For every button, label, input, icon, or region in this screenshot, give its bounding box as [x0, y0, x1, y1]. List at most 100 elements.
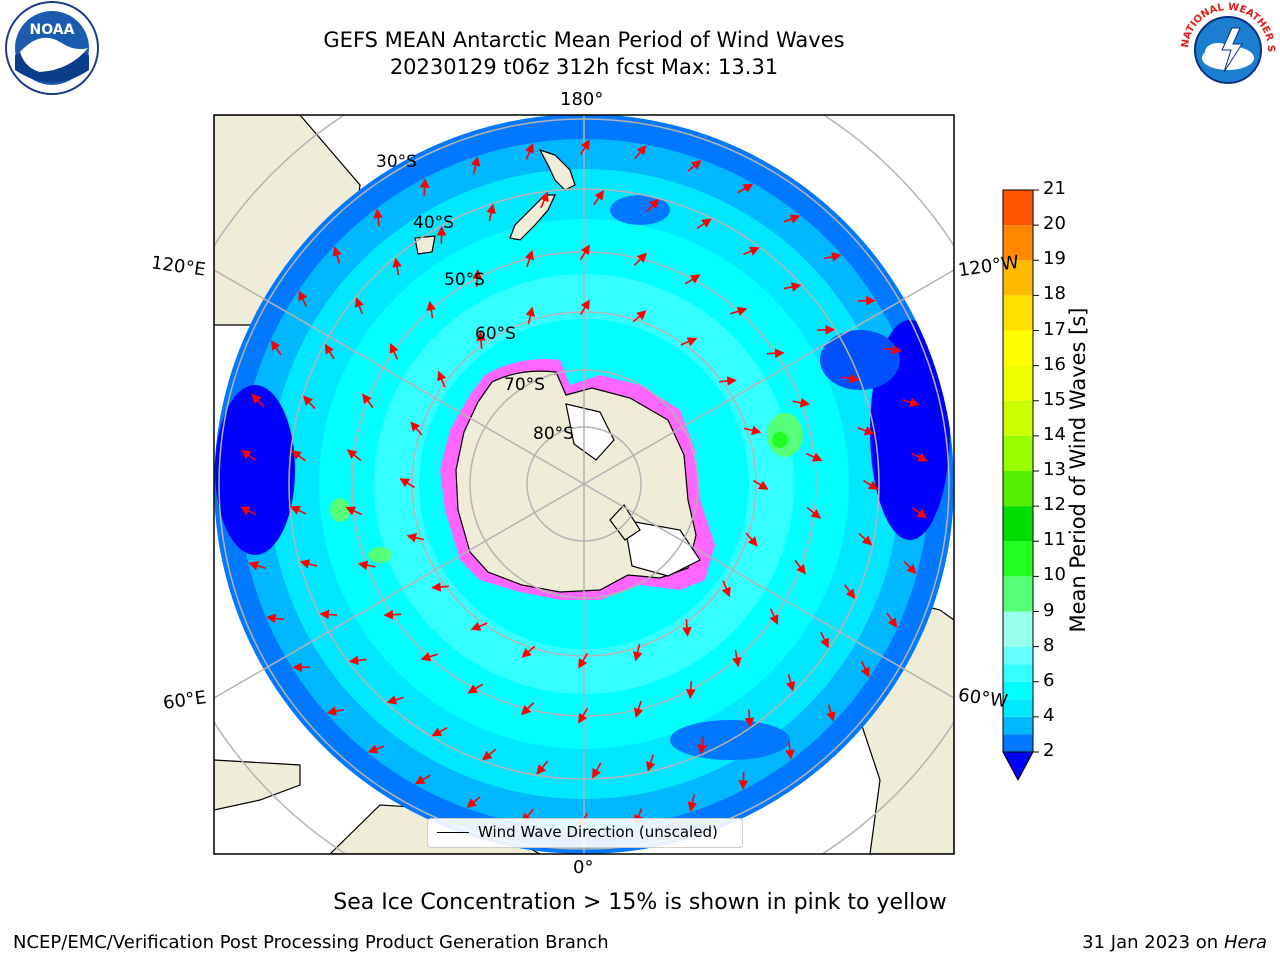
lat-label-80s: 80°S [533, 424, 574, 444]
sea-ice-note: Sea Ice Concentration > 15% is shown in … [333, 890, 947, 915]
wind-arrow [521, 645, 536, 658]
arrow-legend: Wind Wave Direction (unscaled) [427, 818, 743, 848]
wind-arrow [326, 706, 345, 716]
colorbar-tick-label: 20 [1043, 213, 1066, 235]
colorbar-bin [1003, 471, 1033, 507]
colorbar-tick-label: 16 [1043, 353, 1066, 375]
wind-arrow [472, 269, 483, 287]
wind-arrow [634, 145, 647, 160]
wind-arrow [792, 398, 811, 408]
colorbar-bin [1003, 365, 1033, 401]
wind-arrow [266, 613, 284, 624]
wind-wave-arrows [240, 139, 928, 829]
colorbar-tick-label: 21 [1043, 178, 1066, 199]
colorbar-bin [1003, 716, 1033, 735]
wind-arrow [525, 306, 535, 325]
nws-logo-icon: NATIONAL WEATHER SERVICE [1176, 0, 1276, 96]
chart-subtitle: 20230129 t06z 312h fcst Max: 13.31 [389, 55, 779, 79]
footer-host: Hera [1223, 932, 1267, 953]
wind-arrow [632, 310, 647, 323]
wind-arrow [476, 331, 486, 349]
wind-arrow [298, 290, 308, 307]
wind-arrow [633, 700, 644, 719]
colorbar-bin [1003, 506, 1033, 542]
lon-label-0: 0° [573, 857, 594, 878]
wind-arrow [719, 376, 737, 386]
wind-arrow [794, 559, 806, 575]
colorbar-title: Mean Period of Wind Waves [s] [1066, 307, 1090, 633]
wind-arrow [399, 478, 415, 489]
colorbar-tick-label: 18 [1043, 283, 1066, 305]
wind-arrow [730, 306, 748, 316]
wind-arrow [806, 507, 822, 519]
wind-arrow [579, 299, 590, 315]
wind-arrow [884, 344, 902, 355]
wind-arrow [633, 643, 643, 662]
wind-arrow [524, 249, 535, 268]
wind-arrow [324, 343, 335, 360]
wind-arrow [525, 143, 534, 160]
wind-arrow [646, 199, 660, 213]
colorbar-tick-label: 10 [1043, 564, 1066, 586]
wind-arrow [682, 619, 692, 637]
wind-arrow [348, 655, 367, 666]
wind-arrow [579, 139, 590, 155]
colorbar-bin [1003, 541, 1033, 577]
wind-arrow [291, 450, 306, 462]
wind-arrow [860, 661, 870, 678]
wind-arrow [389, 343, 399, 360]
colorbar-tick-label: 15 [1043, 388, 1066, 410]
colorbar-tick-label: 8 [1043, 634, 1055, 656]
wind-arrow [858, 532, 873, 546]
lat-label-70s: 70°S [504, 375, 545, 395]
colorbar-under-extension [1002, 751, 1034, 782]
wind-arrow [431, 582, 449, 592]
wind-arrow [536, 760, 549, 775]
colorbar-bin [1003, 295, 1033, 331]
colorbar-tick-label: 9 [1043, 599, 1055, 621]
wind-arrow [346, 449, 362, 461]
colorbar-bin [1003, 681, 1033, 700]
wind-arrow [721, 580, 731, 598]
lat-label-50s: 50°S [444, 270, 485, 290]
wind-arrow [345, 506, 362, 516]
colorbar-tick-label: 6 [1043, 669, 1055, 691]
colorbar-bin [1003, 576, 1033, 612]
wind-arrow [593, 189, 604, 206]
lat-label-40s: 40°S [413, 213, 454, 233]
wind-arrow [820, 631, 829, 649]
antarctica [455, 370, 701, 593]
colorbar-bin [1003, 190, 1033, 226]
wind-arrow [786, 674, 796, 692]
wind-arrow [826, 704, 836, 722]
wind-arrow [270, 340, 282, 356]
colorbar-tick-label: 13 [1043, 459, 1066, 480]
wind-arrow [886, 612, 898, 628]
colorbar-bin [1003, 646, 1033, 665]
wind-arrow [842, 373, 860, 384]
colorbar-tick-label: 17 [1043, 318, 1066, 340]
footer-date: 31 Jan 2023 on Hera [1082, 932, 1267, 953]
wind-arrow [753, 479, 769, 490]
wind-arrow [902, 397, 920, 407]
colorbar-bin [1003, 435, 1033, 471]
wind-arrow [357, 560, 376, 570]
wind-arrow [592, 762, 602, 779]
wind-arrow [392, 257, 402, 276]
wind-arrow [738, 772, 749, 790]
wind-arrow [386, 695, 404, 705]
wind-arrow [354, 297, 364, 315]
wind-arrow [420, 652, 438, 662]
wind-arrow [732, 649, 742, 668]
new-zealand [414, 148, 576, 255]
wind-arrow [521, 808, 534, 823]
wind-arrow [697, 736, 707, 755]
colorbar [1002, 189, 1039, 782]
wind-arrow [857, 426, 875, 436]
wind-arrow [373, 208, 383, 227]
colorbar-bin [1003, 260, 1033, 296]
wind-arrow [903, 561, 917, 575]
wind-arrow [743, 246, 760, 256]
wind-arrow [687, 159, 702, 172]
